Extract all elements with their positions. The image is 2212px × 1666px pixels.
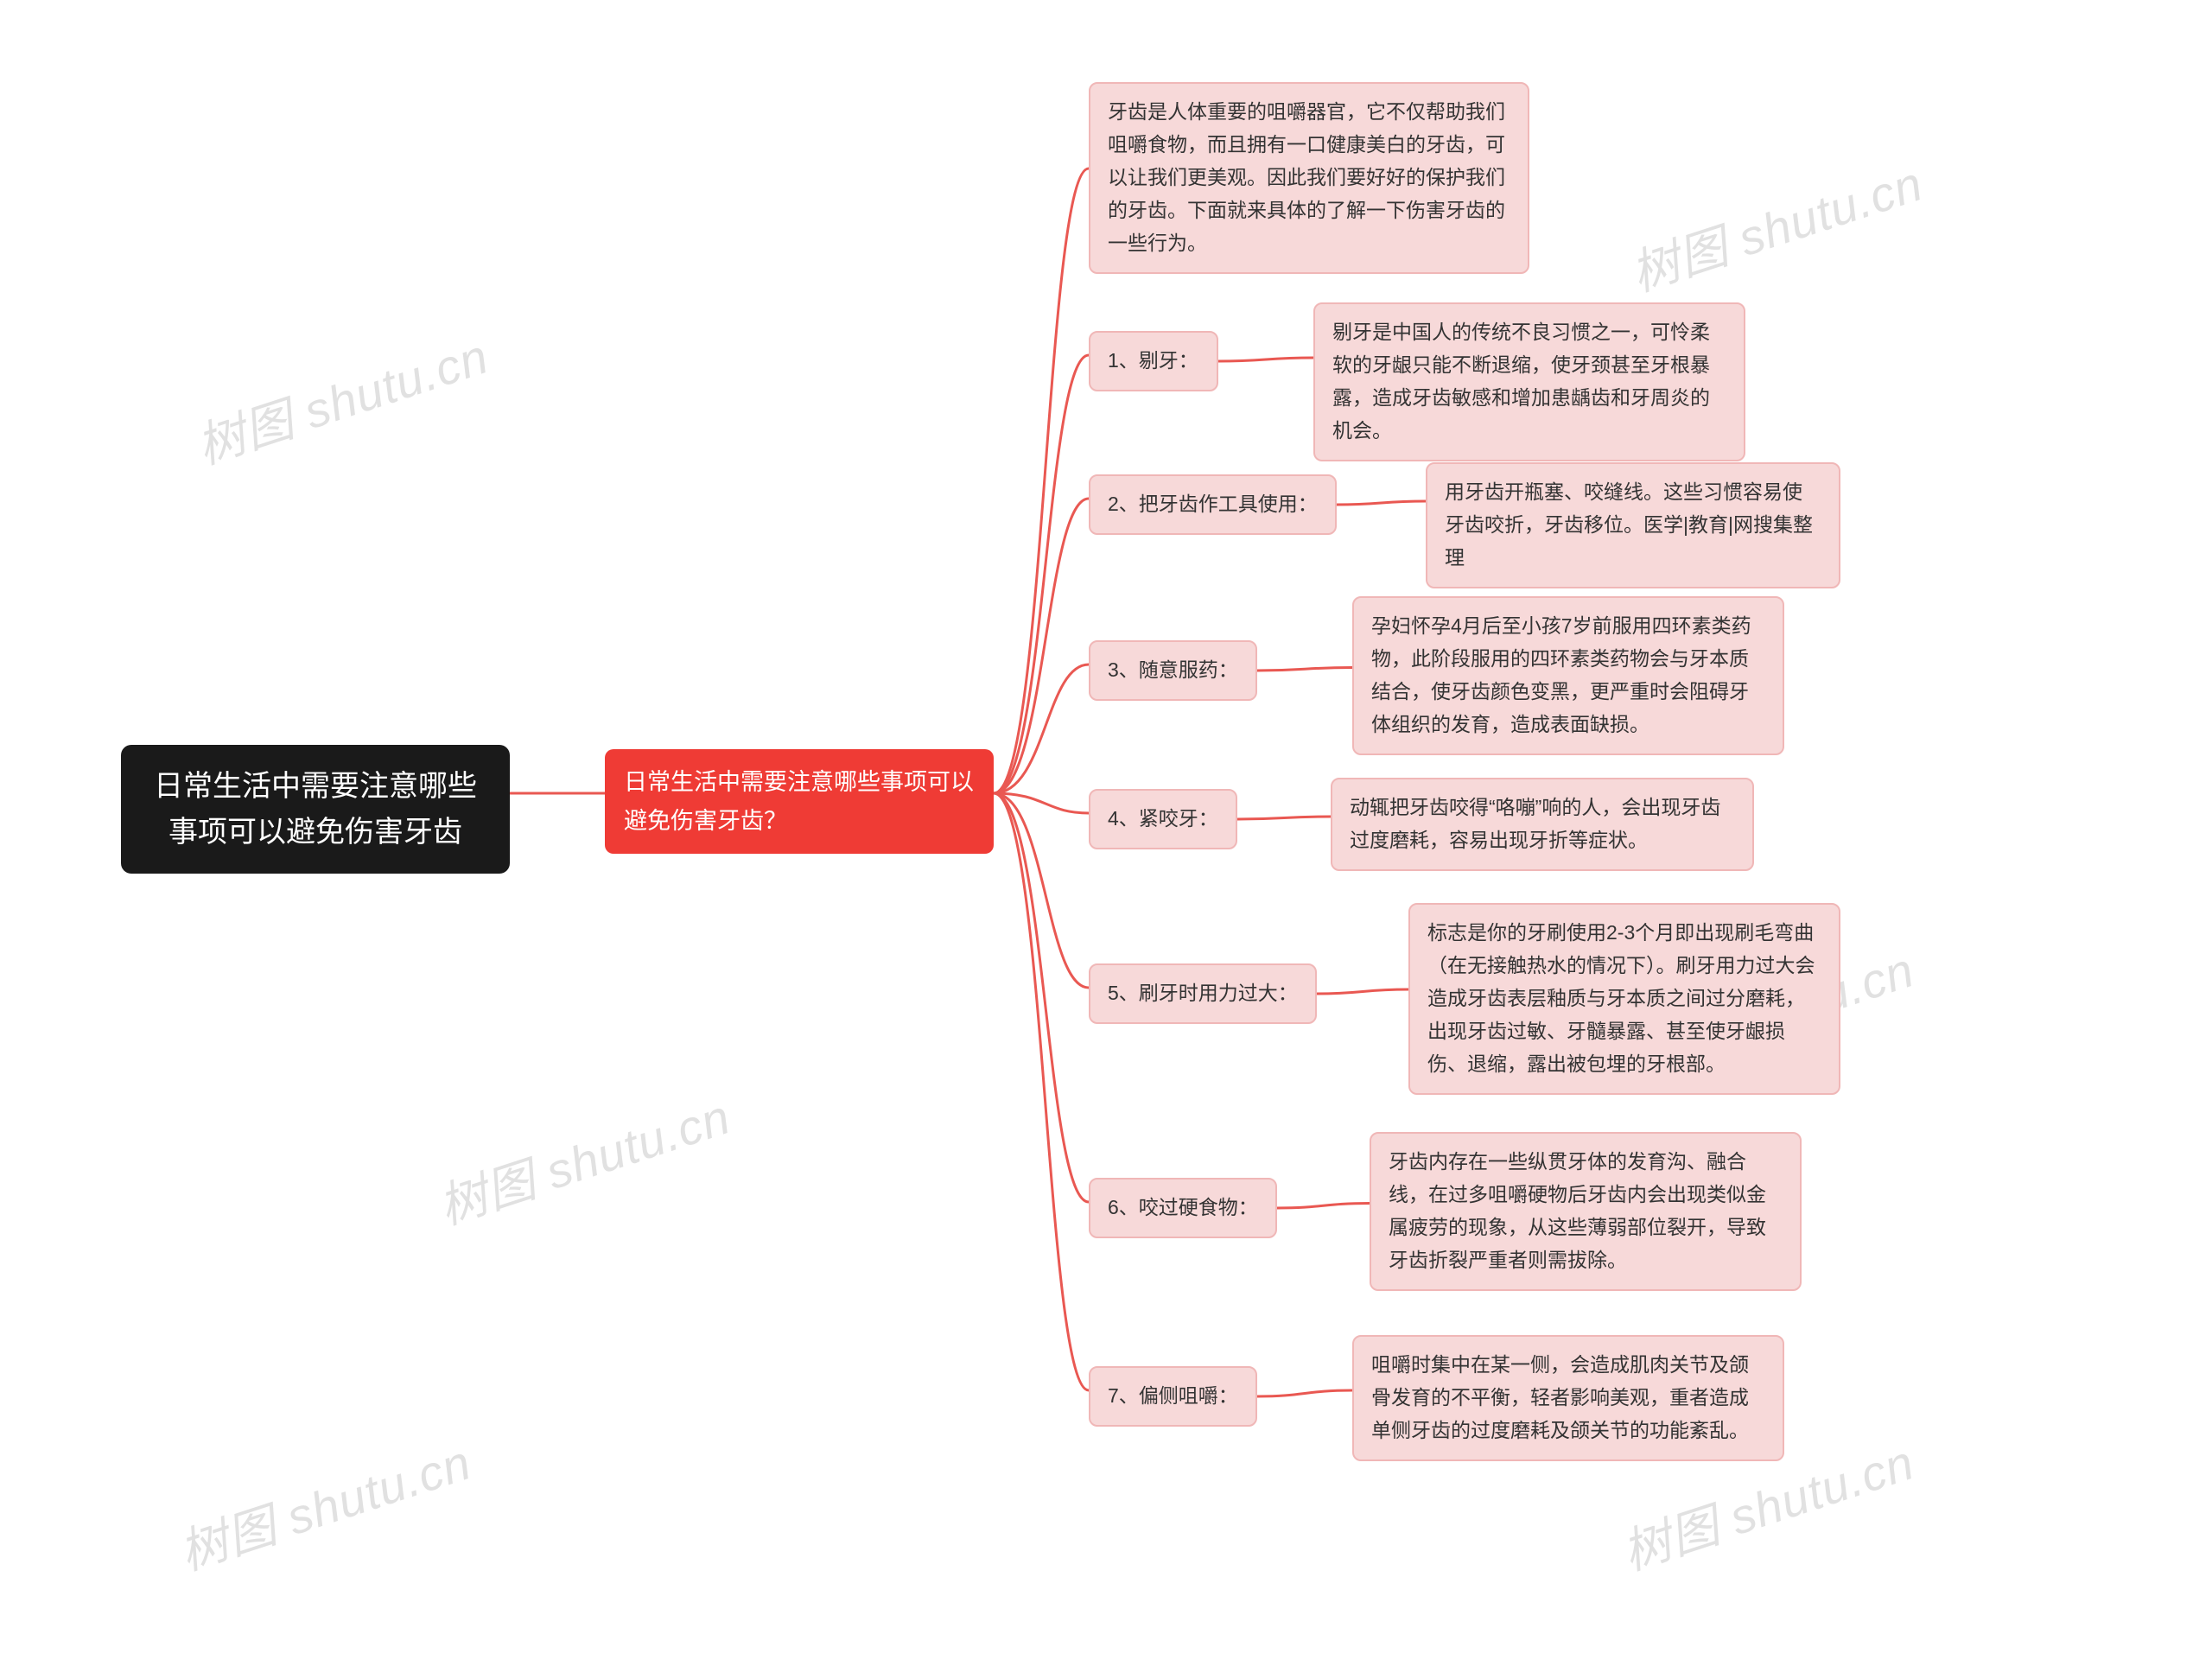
detail-node-s3[interactable]: 孕妇怀孕4月后至小孩7岁前服用四环素类药物，此阶段服用的四环素类药物会与牙本质结…: [1352, 596, 1784, 755]
watermark: 树图 shutu.cn: [169, 1424, 479, 1584]
watermark: 树图 shutu.cn: [429, 1078, 738, 1238]
sub-label: 3、随意服药：: [1108, 658, 1238, 681]
sub-node-s4[interactable]: 4、紧咬牙：: [1089, 789, 1237, 849]
detail-text: 用牙齿开瓶塞、咬缝线。这些习惯容易使牙齿咬折，牙齿移位。医学|教育|网搜集整理: [1445, 480, 1813, 569]
detail-text: 剔牙是中国人的传统不良习惯之一，可怜柔软的牙龈只能不断退缩，使牙颈甚至牙根暴露，…: [1332, 321, 1710, 442]
root-text: 日常生活中需要注意哪些事项可以避免伤害牙齿: [154, 770, 477, 849]
detail-text: 动辄把牙齿咬得“咯嘣”响的人，会出现牙齿过度磨耗，容易出现牙折等症状。: [1350, 796, 1720, 851]
sub-label: 1、剔牙：: [1108, 349, 1198, 372]
sub-label: 5、刷牙时用力过大：: [1108, 982, 1298, 1004]
detail-node-s1[interactable]: 剔牙是中国人的传统不良习惯之一，可怜柔软的牙龈只能不断退缩，使牙颈甚至牙根暴露，…: [1313, 302, 1745, 461]
sub-node-s5[interactable]: 5、刷牙时用力过大：: [1089, 963, 1317, 1024]
detail-node-intro[interactable]: 牙齿是人体重要的咀嚼器官，它不仅帮助我们咀嚼食物，而且拥有一口健康美白的牙齿，可…: [1089, 82, 1529, 274]
detail-node-s4[interactable]: 动辄把牙齿咬得“咯嘣”响的人，会出现牙齿过度磨耗，容易出现牙折等症状。: [1331, 778, 1754, 871]
detail-text: 咀嚼时集中在某一侧，会造成肌肉关节及颌骨发育的不平衡，轻者影响美观，重者造成单侧…: [1371, 1353, 1749, 1441]
sub-node-s3[interactable]: 3、随意服药：: [1089, 640, 1257, 701]
watermark: 树图 shutu.cn: [187, 318, 496, 478]
main-question-text: 日常生活中需要注意哪些事项可以避免伤害牙齿？: [624, 769, 974, 834]
sub-node-s1[interactable]: 1、剔牙：: [1089, 331, 1218, 391]
sub-label: 4、紧咬牙：: [1108, 807, 1218, 830]
detail-text: 牙齿内存在一些纵贯牙体的发育沟、融合线，在过多咀嚼硬物后牙齿内会出现类似金属疲劳…: [1389, 1150, 1766, 1271]
watermark: 树图 shutu.cn: [1621, 145, 1930, 305]
detail-text: 孕妇怀孕4月后至小孩7岁前服用四环素类药物，此阶段服用的四环素类药物会与牙本质结…: [1371, 614, 1751, 735]
root-node[interactable]: 日常生活中需要注意哪些事项可以避免伤害牙齿: [121, 745, 510, 874]
detail-text: 牙齿是人体重要的咀嚼器官，它不仅帮助我们咀嚼食物，而且拥有一口健康美白的牙齿，可…: [1108, 100, 1505, 254]
detail-node-s5[interactable]: 标志是你的牙刷使用2-3个月即出现刷毛弯曲（在无接触热水的情况下）。刷牙用力过大…: [1408, 903, 1840, 1095]
detail-text: 标志是你的牙刷使用2-3个月即出现刷毛弯曲（在无接触热水的情况下）。刷牙用力过大…: [1427, 921, 1815, 1075]
sub-node-s2[interactable]: 2、把牙齿作工具使用：: [1089, 474, 1337, 535]
detail-node-s7[interactable]: 咀嚼时集中在某一侧，会造成肌肉关节及颌骨发育的不平衡，轻者影响美观，重者造成单侧…: [1352, 1335, 1784, 1461]
detail-node-s6[interactable]: 牙齿内存在一些纵贯牙体的发育沟、融合线，在过多咀嚼硬物后牙齿内会出现类似金属疲劳…: [1370, 1132, 1802, 1291]
sub-label: 6、咬过硬食物：: [1108, 1196, 1258, 1218]
sub-node-s6[interactable]: 6、咬过硬食物：: [1089, 1178, 1277, 1238]
detail-node-s2[interactable]: 用牙齿开瓶塞、咬缝线。这些习惯容易使牙齿咬折，牙齿移位。医学|教育|网搜集整理: [1426, 462, 1840, 588]
sub-node-s7[interactable]: 7、偏侧咀嚼：: [1089, 1366, 1257, 1427]
sub-label: 2、把牙齿作工具使用：: [1108, 493, 1318, 515]
sub-label: 7、偏侧咀嚼：: [1108, 1384, 1238, 1407]
main-question-node[interactable]: 日常生活中需要注意哪些事项可以避免伤害牙齿？: [605, 749, 994, 854]
